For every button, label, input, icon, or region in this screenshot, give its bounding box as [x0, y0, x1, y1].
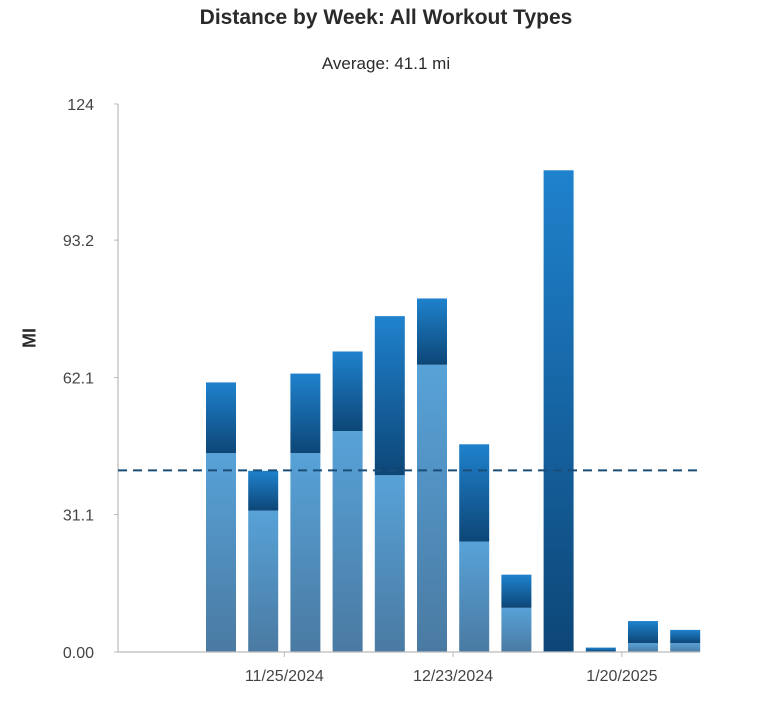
bar-segment-lower — [670, 643, 701, 652]
bar-segment-upper — [670, 629, 701, 644]
y-axis-ticks: 0.00 31.1 62.1 93.2 124 — [63, 97, 118, 662]
bar-segment-upper — [374, 316, 405, 476]
axes — [117, 104, 700, 653]
x-tick-label: 1/20/2025 — [586, 668, 657, 685]
bar-segment-lower — [374, 475, 405, 652]
y-tick-label: 124 — [67, 97, 94, 114]
bar-segment-lower — [206, 453, 236, 652]
chart-title: Distance by Week: All Workout Types — [199, 6, 573, 29]
bar-segment-lower — [248, 510, 279, 652]
bar-segment-lower — [501, 607, 532, 652]
bar-segment-upper — [585, 647, 616, 652]
bar-segment-upper — [290, 373, 321, 454]
bar-segment-upper — [459, 444, 490, 542]
bar-segment-lower — [417, 364, 447, 652]
x-tick-label: 12/23/2024 — [413, 668, 493, 685]
bar-segment-upper — [543, 170, 574, 652]
bar-segment-upper — [628, 621, 658, 644]
y-tick-label: 62.1 — [63, 371, 94, 388]
x-tick-label: 11/25/2024 — [245, 668, 324, 685]
bar-segment-lower — [290, 453, 321, 652]
bar-segment-lower — [332, 431, 363, 652]
bar-segment-upper — [501, 574, 532, 608]
bar-segment-upper — [417, 298, 447, 365]
bar-segment-upper — [248, 470, 279, 511]
bar-segment-lower — [459, 541, 490, 652]
y-tick-label: 31.1 — [63, 508, 94, 525]
y-tick-label: 93.2 — [63, 233, 94, 250]
chart-subtitle: Average: 41.1 mi — [321, 54, 451, 73]
bar-segment-lower — [628, 643, 658, 652]
y-tick-label: 0.00 — [63, 645, 94, 662]
x-axis-ticks: 11/25/2024 12/23/2024 1/20/2025 — [245, 652, 658, 685]
bars — [206, 170, 701, 652]
bar-segment-upper — [332, 351, 363, 432]
bar-segment-upper — [206, 382, 236, 454]
